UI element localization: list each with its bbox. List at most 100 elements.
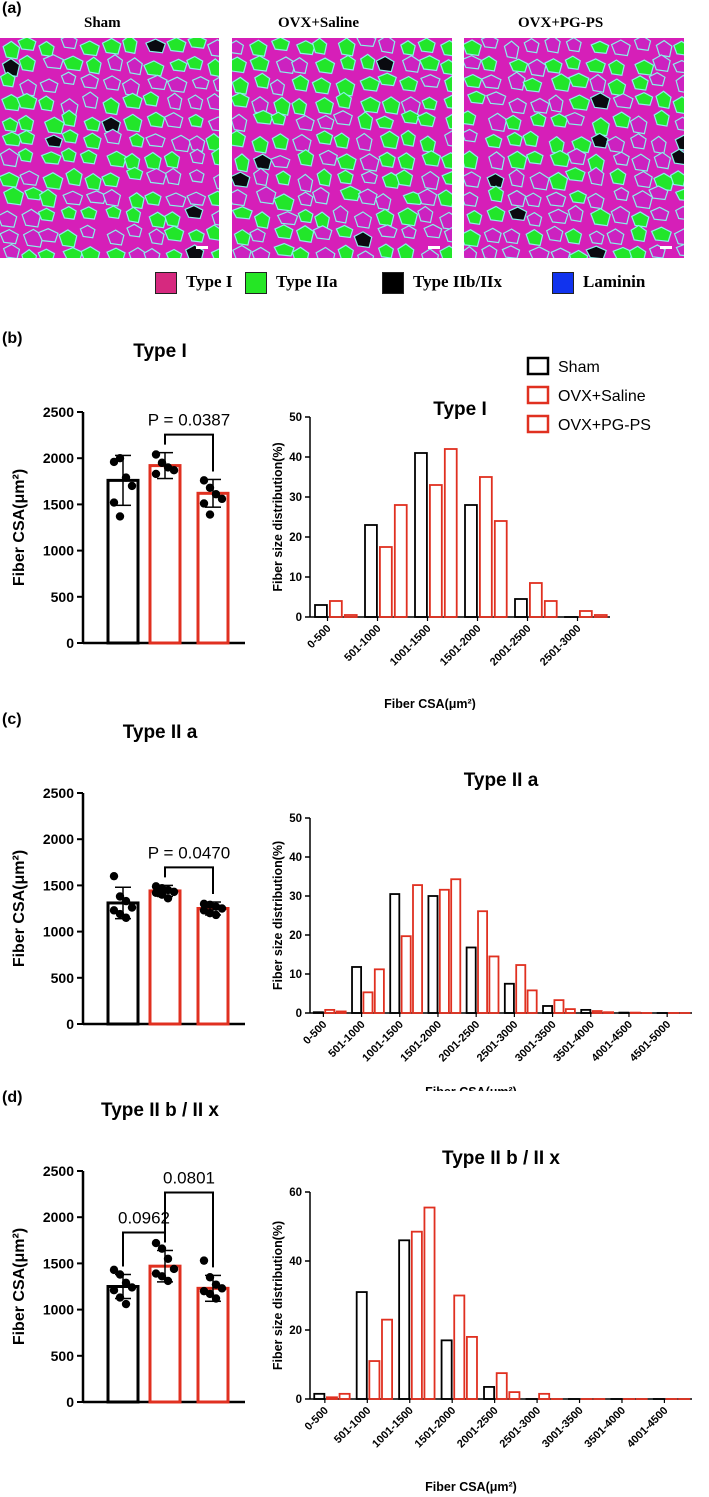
muscle-fiber-cell	[607, 59, 625, 77]
muscle-fiber-cell	[79, 224, 96, 239]
d-bar-bar-2	[196, 1286, 230, 1404]
muscle-fiber-cell	[445, 113, 452, 130]
c-hist-ylabel: Fiber size distribution(%)	[271, 841, 285, 990]
muscle-fiber-cell	[0, 148, 19, 168]
muscle-fiber-cell	[123, 113, 143, 133]
d-bar-ytick-label: 0	[66, 1394, 74, 1410]
muscle-fiber-cell	[507, 189, 527, 208]
b-hist-bar-sham	[314, 604, 328, 618]
muscle-fiber-cell	[125, 166, 144, 181]
muscle-fiber-cell	[483, 227, 502, 244]
b-hist-bar-ovx-pg-ps	[343, 614, 358, 618]
muscle-fiber-cell	[589, 92, 611, 110]
muscle-fiber-cell	[650, 135, 667, 155]
muscle-fiber-cell	[464, 39, 482, 57]
muscle-fiber-cell	[122, 38, 138, 55]
muscle-fiber-cell	[207, 58, 219, 77]
muscle-fiber-cell	[122, 92, 143, 110]
c-hist-bar-ovx-pg-ps	[488, 955, 500, 1014]
muscle-fiber-cell	[503, 40, 520, 60]
muscle-fiber-cell	[17, 147, 34, 163]
muscle-fiber-cell	[508, 58, 529, 73]
muscle-fiber-cell	[251, 96, 269, 115]
muscle-fiber-cell	[186, 191, 207, 206]
muscle-fiber-cell	[591, 116, 610, 137]
d-hist-ytick-label: 0	[296, 1394, 302, 1406]
muscle-fiber-cell	[526, 211, 543, 227]
b-hist-xtick-label: 0-500	[305, 623, 333, 651]
muscle-fiber-cell	[318, 149, 339, 166]
b-bar-datapoint	[151, 450, 161, 459]
muscle-fiber-cell	[128, 246, 148, 258]
muscle-fiber-cell	[105, 205, 122, 219]
b-bar-ytick-label: 1000	[43, 543, 74, 559]
d-bar-ytick-label: 500	[51, 1348, 75, 1364]
muscle-fiber-cell	[439, 245, 452, 258]
muscle-fiber-cell	[633, 38, 652, 52]
c-hist-bar-ovx-saline	[438, 888, 450, 1014]
muscle-fiber-cell	[147, 74, 168, 91]
muscle-fiber-cell	[480, 55, 498, 72]
muscle-fiber-cell	[0, 228, 19, 245]
c-bar-datapoint	[211, 910, 221, 920]
muscle-fiber-cell	[311, 77, 332, 95]
muscle-fiber-cell	[145, 133, 166, 148]
legend-label-type-i: Type I	[186, 272, 233, 291]
muscle-fiber-cell	[1, 117, 19, 133]
c-hist-bar-sham	[465, 946, 477, 1014]
c-hist-bar-ovx-pg-ps	[564, 1008, 576, 1014]
c-hist-title: Type II a	[464, 770, 539, 791]
muscle-fiber-cell	[377, 243, 395, 258]
muscle-fiber-cell	[103, 128, 122, 145]
legend-swatch-laminin	[552, 272, 574, 294]
muscle-fiber-cell	[649, 206, 670, 222]
d-bar-comparison-label: 0.0962	[118, 1208, 170, 1227]
muscle-fiber-cell	[568, 72, 590, 89]
muscle-fiber-cell	[316, 168, 332, 187]
muscle-fiber-cell	[232, 189, 248, 207]
muscle-fiber-cell	[163, 225, 185, 242]
muscle-fiber-cell	[142, 91, 160, 107]
d-hist-bar-ovx-pg-ps	[465, 1335, 478, 1400]
muscle-fiber-cell	[397, 243, 415, 258]
b-hist-ytick-label: 40	[289, 452, 302, 464]
muscle-fiber-cell	[672, 95, 684, 114]
muscle-fiber-cell	[675, 243, 684, 257]
muscle-fiber-cell	[401, 225, 417, 239]
d-bar-datapoint	[205, 1289, 215, 1299]
muscle-fiber-cell	[356, 250, 375, 258]
c-bar-datapoint	[121, 896, 131, 906]
muscle-fiber-cell	[43, 116, 65, 135]
d-bar-ytick-label: 1000	[43, 1302, 74, 1318]
c-hist-bar-sham	[351, 966, 363, 1014]
d-hist-xtick-label: 4001-4500	[625, 1405, 671, 1451]
d-bar-datapoint	[121, 1299, 131, 1309]
muscle-fiber-cell	[444, 130, 452, 147]
d-hist-xtick-label: 1001-1500	[370, 1405, 416, 1451]
muscle-fiber-cell	[210, 248, 219, 258]
muscle-fiber-cell	[377, 224, 398, 239]
muscle-fiber-cell	[163, 112, 184, 129]
c-bar-ytick-label: 500	[51, 970, 75, 986]
b-hist-xtick-label: 1501-2000	[438, 623, 484, 669]
muscle-fiber-cell	[522, 77, 543, 93]
muscle-fiber-cell	[653, 151, 672, 170]
muscle-fiber-cell	[606, 135, 626, 154]
d-bar-datapoint	[127, 1283, 137, 1292]
b-hist-ylabel: Fiber size distribution(%)	[271, 442, 285, 591]
muscle-fiber-cell	[18, 54, 36, 72]
b-bar-datapoint	[127, 481, 137, 491]
muscle-fiber-cell	[587, 166, 605, 186]
muscle-fiber-cell	[125, 206, 142, 224]
muscle-fiber-cell	[487, 112, 508, 132]
muscle-fiber-cell	[249, 55, 270, 72]
muscle-fiber-cell	[480, 74, 502, 90]
c-bar-title: Type II a	[123, 722, 198, 743]
muscle-fiber-cell	[655, 90, 672, 110]
muscle-fiber-cell	[634, 91, 654, 106]
muscle-fiber-cell	[102, 75, 122, 91]
muscle-fiber-cell	[567, 204, 584, 223]
muscle-fiber-cell	[375, 55, 395, 73]
muscle-fiber-cell	[508, 97, 527, 115]
muscle-fiber-cell	[188, 135, 206, 152]
